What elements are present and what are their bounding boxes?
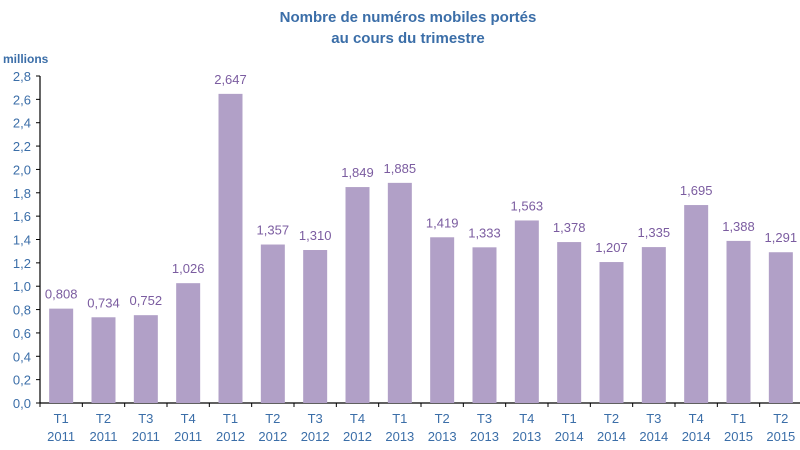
x-tick-label-year: 2013 xyxy=(470,429,499,444)
bar xyxy=(430,237,455,403)
y-tick-label: 1,4 xyxy=(13,233,31,248)
bar xyxy=(260,244,285,403)
x-tick-label-quarter: T1 xyxy=(392,411,407,426)
y-tick-label: 1,2 xyxy=(13,256,31,271)
data-label: 1,849 xyxy=(341,165,374,180)
y-axis-unit-label: millions xyxy=(3,52,49,66)
data-label: 1,378 xyxy=(553,220,586,235)
y-tick-label: 2,2 xyxy=(13,139,31,154)
bar xyxy=(641,247,666,403)
x-tick-label-quarter: T2 xyxy=(773,411,788,426)
x-tick-label-year: 2013 xyxy=(428,429,457,444)
x-tick-label-year: 2012 xyxy=(343,429,372,444)
x-tick-label-year: 2014 xyxy=(682,429,711,444)
x-tick-label-year: 2015 xyxy=(766,429,795,444)
bar xyxy=(49,308,74,403)
x-tick-label-quarter: T1 xyxy=(731,411,746,426)
x-tick-label-quarter: T1 xyxy=(54,411,69,426)
y-tick-label: 2,8 xyxy=(13,69,31,84)
x-tick-label-quarter: T4 xyxy=(519,411,534,426)
x-tick-label-year: 2013 xyxy=(512,429,541,444)
x-tick-label-quarter: T3 xyxy=(138,411,153,426)
data-label: 2,647 xyxy=(214,72,247,87)
data-label: 0,752 xyxy=(130,293,163,308)
y-tick-label: 0,0 xyxy=(13,396,31,411)
x-tick-label-year: 2011 xyxy=(174,429,202,444)
x-tick-label-quarter: T2 xyxy=(265,411,280,426)
x-tick-label-year: 2015 xyxy=(724,429,753,444)
chart-title-line-2: au cours du trimestre xyxy=(331,30,484,47)
bar xyxy=(599,262,624,403)
bar xyxy=(303,250,328,403)
bar xyxy=(514,220,539,403)
y-tick-label: 2,4 xyxy=(13,116,31,131)
y-tick-label: 1,6 xyxy=(13,209,31,224)
data-label: 0,808 xyxy=(45,287,78,302)
data-label: 1,335 xyxy=(638,225,671,240)
y-tick-label: 0,4 xyxy=(13,349,31,364)
y-tick-label: 0,6 xyxy=(13,326,31,341)
x-tick-label-quarter: T3 xyxy=(477,411,492,426)
data-label: 1,563 xyxy=(511,198,544,213)
x-tick-label-year: 2012 xyxy=(216,429,245,444)
y-tick-label: 0,2 xyxy=(13,373,31,388)
x-tick-label-quarter: T2 xyxy=(435,411,450,426)
data-label: 1,885 xyxy=(384,161,417,176)
bar xyxy=(218,93,243,403)
data-label: 1,291 xyxy=(765,230,798,245)
x-tick-label-year: 2014 xyxy=(597,429,626,444)
bar xyxy=(768,252,793,403)
x-tick-label-quarter: T3 xyxy=(308,411,323,426)
x-tick-label-year: 2014 xyxy=(555,429,584,444)
x-tick-label-year: 2011 xyxy=(132,429,160,444)
y-tick-label: 2,6 xyxy=(13,92,31,107)
x-tick-label-year: 2014 xyxy=(639,429,668,444)
x-tick-label-quarter: T4 xyxy=(350,411,365,426)
x-tick-label-quarter: T2 xyxy=(604,411,619,426)
bar xyxy=(345,187,370,403)
y-tick-label: 1,8 xyxy=(13,186,31,201)
y-tick-label: 0,8 xyxy=(13,303,31,318)
bar xyxy=(557,242,582,403)
data-label: 1,207 xyxy=(595,240,628,255)
bar xyxy=(472,247,497,403)
y-tick-label: 1,0 xyxy=(13,279,31,294)
data-label: 1,333 xyxy=(468,225,501,240)
data-label: 0,734 xyxy=(87,295,120,310)
chart-title-line-1: Nombre de numéros mobiles portés xyxy=(280,9,537,26)
x-tick-label-quarter: T1 xyxy=(223,411,238,426)
data-label: 1,695 xyxy=(680,183,713,198)
bar xyxy=(176,283,201,403)
x-tick-label-quarter: T1 xyxy=(562,411,577,426)
x-tick-label-year: 2011 xyxy=(47,429,75,444)
x-tick-label-year: 2012 xyxy=(301,429,330,444)
bar xyxy=(133,315,158,403)
bar xyxy=(91,317,116,403)
data-label: 1,310 xyxy=(299,228,332,243)
data-label: 1,419 xyxy=(426,215,459,230)
x-tick-label-year: 2011 xyxy=(90,429,118,444)
x-tick-label-quarter: T3 xyxy=(646,411,661,426)
data-label: 1,357 xyxy=(257,223,290,238)
y-tick-label: 2,0 xyxy=(13,162,31,177)
x-tick-label-year: 2013 xyxy=(385,429,414,444)
x-tick-label-year: 2012 xyxy=(258,429,287,444)
bar xyxy=(387,182,412,403)
bar xyxy=(684,205,709,403)
bar xyxy=(726,240,751,403)
data-label: 1,388 xyxy=(722,219,755,234)
x-tick-label-quarter: T2 xyxy=(96,411,111,426)
data-label: 1,026 xyxy=(172,261,205,276)
x-tick-label-quarter: T4 xyxy=(689,411,704,426)
x-tick-label-quarter: T4 xyxy=(181,411,196,426)
